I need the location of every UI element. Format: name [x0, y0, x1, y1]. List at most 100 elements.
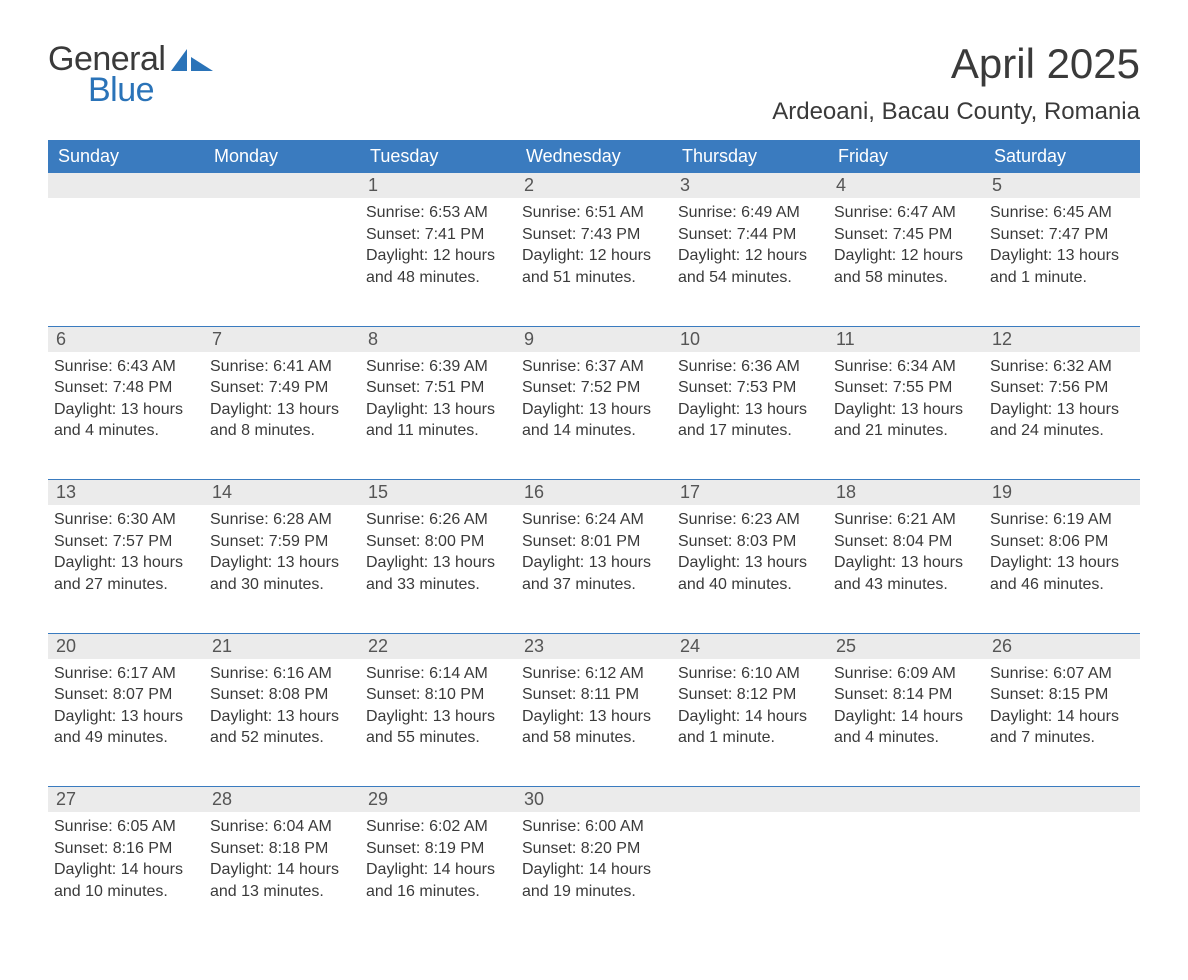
day-cell: Sunrise: 6:24 AMSunset: 8:01 PMDaylight:… [516, 505, 672, 599]
day-number: 25 [828, 634, 984, 659]
day-cell: Sunrise: 6:39 AMSunset: 7:51 PMDaylight:… [360, 352, 516, 446]
day-cell: Sunrise: 6:05 AMSunset: 8:16 PMDaylight:… [48, 812, 204, 906]
sunrise-text: Sunrise: 6:05 AM [54, 816, 198, 838]
day-number: 12 [984, 327, 1140, 352]
day-number: 11 [828, 327, 984, 352]
sunrise-text: Sunrise: 6:19 AM [990, 509, 1134, 531]
sunset-text: Sunset: 7:57 PM [54, 531, 198, 553]
daylight-text: Daylight: 13 hours and 40 minutes. [678, 552, 822, 595]
day-number: 6 [48, 327, 204, 352]
sunrise-text: Sunrise: 6:51 AM [522, 202, 666, 224]
sunset-text: Sunset: 8:18 PM [210, 838, 354, 860]
day-number: 26 [984, 634, 1140, 659]
sunrise-text: Sunrise: 6:00 AM [522, 816, 666, 838]
day-number-row: 27282930 [48, 787, 1140, 812]
daylight-text: Daylight: 14 hours and 16 minutes. [366, 859, 510, 902]
daylight-text: Daylight: 13 hours and 14 minutes. [522, 399, 666, 442]
day-number: 8 [360, 327, 516, 352]
day-number: 24 [672, 634, 828, 659]
daylight-text: Daylight: 14 hours and 7 minutes. [990, 706, 1134, 749]
day-number: 10 [672, 327, 828, 352]
daylight-text: Daylight: 13 hours and 55 minutes. [366, 706, 510, 749]
day-cell: Sunrise: 6:02 AMSunset: 8:19 PMDaylight:… [360, 812, 516, 906]
calendar-table: Sunday Monday Tuesday Wednesday Thursday… [48, 140, 1140, 940]
daylight-text: Daylight: 13 hours and 17 minutes. [678, 399, 822, 442]
day-cell: Sunrise: 6:09 AMSunset: 8:14 PMDaylight:… [828, 659, 984, 753]
day-number: 30 [516, 787, 672, 812]
sunrise-text: Sunrise: 6:12 AM [522, 663, 666, 685]
sunset-text: Sunset: 8:08 PM [210, 684, 354, 706]
day-content-row: Sunrise: 6:30 AMSunset: 7:57 PMDaylight:… [48, 505, 1140, 633]
logo: General Blue [48, 40, 215, 110]
sunset-text: Sunset: 8:14 PM [834, 684, 978, 706]
daylight-text: Daylight: 14 hours and 19 minutes. [522, 859, 666, 902]
logo-text-blue: Blue [88, 71, 215, 110]
day-number-row: 12345 [48, 173, 1140, 198]
day-number: 18 [828, 480, 984, 505]
day-cell: Sunrise: 6:12 AMSunset: 8:11 PMDaylight:… [516, 659, 672, 753]
sunrise-text: Sunrise: 6:32 AM [990, 356, 1134, 378]
daylight-text: Daylight: 14 hours and 1 minute. [678, 706, 822, 749]
weekday-header: Thursday [672, 140, 828, 173]
daylight-text: Daylight: 13 hours and 33 minutes. [366, 552, 510, 595]
day-number: 27 [48, 787, 204, 812]
sunset-text: Sunset: 7:51 PM [366, 377, 510, 399]
sunset-text: Sunset: 8:15 PM [990, 684, 1134, 706]
day-number: 7 [204, 327, 360, 352]
day-number: 16 [516, 480, 672, 505]
day-cell: Sunrise: 6:19 AMSunset: 8:06 PMDaylight:… [984, 505, 1140, 599]
daylight-text: Daylight: 14 hours and 13 minutes. [210, 859, 354, 902]
sunset-text: Sunset: 7:55 PM [834, 377, 978, 399]
daylight-text: Daylight: 13 hours and 43 minutes. [834, 552, 978, 595]
day-number: 13 [48, 480, 204, 505]
sunrise-text: Sunrise: 6:53 AM [366, 202, 510, 224]
daylight-text: Daylight: 12 hours and 58 minutes. [834, 245, 978, 288]
weekday-header: Sunday [48, 140, 204, 173]
day-number: 21 [204, 634, 360, 659]
daylight-text: Daylight: 13 hours and 37 minutes. [522, 552, 666, 595]
day-cell: Sunrise: 6:10 AMSunset: 8:12 PMDaylight:… [672, 659, 828, 753]
daylight-text: Daylight: 13 hours and 27 minutes. [54, 552, 198, 595]
weekday-header: Saturday [984, 140, 1140, 173]
daylight-text: Daylight: 12 hours and 48 minutes. [366, 245, 510, 288]
day-cell: Sunrise: 6:00 AMSunset: 8:20 PMDaylight:… [516, 812, 672, 906]
day-content-row: Sunrise: 6:17 AMSunset: 8:07 PMDaylight:… [48, 659, 1140, 787]
day-number: 28 [204, 787, 360, 812]
daylight-text: Daylight: 14 hours and 10 minutes. [54, 859, 198, 902]
sunset-text: Sunset: 7:48 PM [54, 377, 198, 399]
daylight-text: Daylight: 13 hours and 11 minutes. [366, 399, 510, 442]
day-cell: Sunrise: 6:28 AMSunset: 7:59 PMDaylight:… [204, 505, 360, 599]
daylight-text: Daylight: 13 hours and 21 minutes. [834, 399, 978, 442]
day-cell: Sunrise: 6:36 AMSunset: 7:53 PMDaylight:… [672, 352, 828, 446]
day-number-row: 6789101112 [48, 327, 1140, 352]
weekday-header-row: Sunday Monday Tuesday Wednesday Thursday… [48, 140, 1140, 173]
day-cell: Sunrise: 6:49 AMSunset: 7:44 PMDaylight:… [672, 198, 828, 292]
sunset-text: Sunset: 7:43 PM [522, 224, 666, 246]
sunset-text: Sunset: 7:49 PM [210, 377, 354, 399]
daylight-text: Daylight: 12 hours and 54 minutes. [678, 245, 822, 288]
sunrise-text: Sunrise: 6:07 AM [990, 663, 1134, 685]
daylight-text: Daylight: 13 hours and 49 minutes. [54, 706, 198, 749]
day-content-row: Sunrise: 6:43 AMSunset: 7:48 PM Daylight:… [48, 352, 1140, 480]
day-cell: Sunrise: 6:37 AMSunset: 7:52 PMDaylight:… [516, 352, 672, 446]
weekday-header: Friday [828, 140, 984, 173]
daylight-text: Daylight: 13 hours and 8 minutes. [210, 399, 354, 442]
location-subtitle: Ardeoani, Bacau County, Romania [772, 98, 1140, 126]
sunset-text: Sunset: 7:53 PM [678, 377, 822, 399]
day-number: 19 [984, 480, 1140, 505]
sunrise-text: Sunrise: 6:39 AM [366, 356, 510, 378]
sunrise-text: Sunrise: 6:02 AM [366, 816, 510, 838]
sunrise-text: Sunrise: 6:43 AM [54, 356, 198, 378]
day-number: 17 [672, 480, 828, 505]
day-number: 4 [828, 173, 984, 198]
header: General Blue April 2025 Ardeoani, Bacau … [48, 40, 1140, 126]
sunrise-text: Sunrise: 6:16 AM [210, 663, 354, 685]
sunset-text: Sunset: 7:56 PM [990, 377, 1134, 399]
daylight-text: Daylight: 13 hours and 58 minutes. [522, 706, 666, 749]
sunrise-text: Sunrise: 6:10 AM [678, 663, 822, 685]
sunset-text: Sunset: 8:01 PM [522, 531, 666, 553]
sunrise-text: Sunrise: 6:09 AM [834, 663, 978, 685]
day-number: 5 [984, 173, 1140, 198]
sunset-text: Sunset: 8:20 PM [522, 838, 666, 860]
day-cell: Sunrise: 6:51 AMSunset: 7:43 PMDaylight:… [516, 198, 672, 292]
